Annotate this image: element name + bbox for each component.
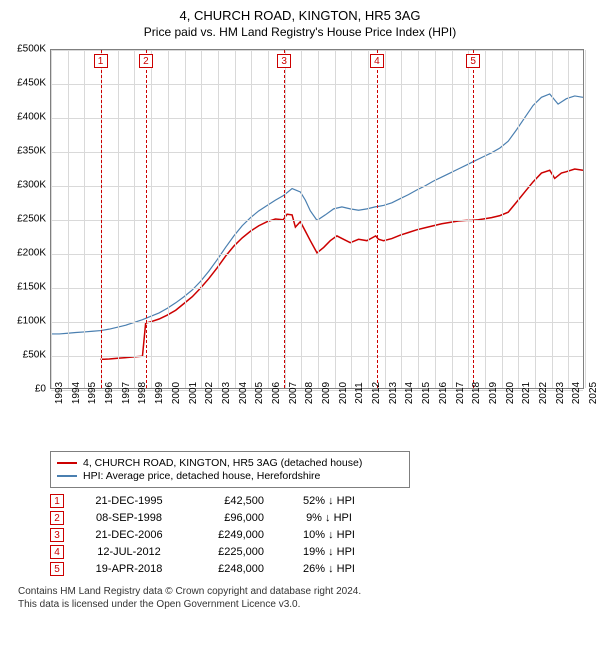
event-number: 3 (50, 528, 64, 542)
x-tick-label: 1997 (121, 382, 132, 404)
x-tick-label: 1999 (154, 382, 165, 404)
event-delta: 9% ↓ HPI (284, 512, 374, 524)
x-tick-label: 1996 (104, 382, 115, 404)
event-price: £96,000 (194, 512, 264, 524)
y-tick-label: £300K (17, 180, 46, 191)
footer-line-1: Contains HM Land Registry data © Crown c… (18, 586, 592, 599)
event-delta: 26% ↓ HPI (284, 563, 374, 575)
x-tick-label: 2024 (571, 382, 582, 404)
x-tick-label: 2018 (471, 382, 482, 404)
x-tick-label: 1993 (54, 382, 65, 404)
chart-subtitle: Price paid vs. HM Land Registry's House … (8, 25, 592, 39)
y-tick-label: £150K (17, 282, 46, 293)
x-tick-label: 2000 (171, 382, 182, 404)
legend-swatch (57, 475, 77, 477)
legend-item: 4, CHURCH ROAD, KINGTON, HR5 3AG (detach… (57, 457, 403, 469)
event-row: 3 21-DEC-2006 £249,000 10% ↓ HPI (50, 528, 592, 542)
x-tick-label: 2023 (555, 382, 566, 404)
event-date: 12-JUL-2012 (84, 546, 174, 558)
footer: Contains HM Land Registry data © Crown c… (18, 586, 592, 611)
event-marker: 3 (277, 54, 291, 68)
chart-container: 4, CHURCH ROAD, KINGTON, HR5 3AG Price p… (0, 0, 600, 615)
event-number: 1 (50, 494, 64, 508)
x-tick-label: 2022 (538, 382, 549, 404)
event-marker: 5 (466, 54, 480, 68)
chart-svg (51, 50, 583, 388)
x-tick-label: 2003 (221, 382, 232, 404)
x-tick-label: 2017 (455, 382, 466, 404)
y-tick-label: £50K (23, 350, 46, 361)
x-tick-label: 1995 (87, 382, 98, 404)
y-tick-label: £0 (35, 384, 46, 395)
event-price: £225,000 (194, 546, 264, 558)
x-tick-label: 2013 (388, 382, 399, 404)
x-tick-label: 2016 (438, 382, 449, 404)
x-tick-label: 2012 (371, 382, 382, 404)
x-tick-label: 2010 (338, 382, 349, 404)
x-tick-label: 2002 (204, 382, 215, 404)
y-tick-label: £350K (17, 146, 46, 157)
x-tick-label: 2004 (238, 382, 249, 404)
x-tick-label: 2019 (488, 382, 499, 404)
event-date: 21-DEC-2006 (84, 529, 174, 541)
y-tick-label: £100K (17, 316, 46, 327)
plot-area: 1 2 3 4 5 (50, 49, 584, 389)
event-date: 08-SEP-1998 (84, 512, 174, 524)
event-number: 5 (50, 562, 64, 576)
y-tick-label: £250K (17, 214, 46, 225)
event-date: 19-APR-2018 (84, 563, 174, 575)
legend-label: 4, CHURCH ROAD, KINGTON, HR5 3AG (detach… (83, 457, 362, 469)
x-tick-label: 2007 (288, 382, 299, 404)
y-tick-label: £450K (17, 78, 46, 89)
event-price: £248,000 (194, 563, 264, 575)
event-delta: 10% ↓ HPI (284, 529, 374, 541)
event-marker: 2 (139, 54, 153, 68)
event-number: 2 (50, 511, 64, 525)
x-tick-label: 2006 (271, 382, 282, 404)
y-tick-label: £400K (17, 112, 46, 123)
event-delta: 52% ↓ HPI (284, 495, 374, 507)
y-tick-label: £500K (17, 44, 46, 55)
chart-title: 4, CHURCH ROAD, KINGTON, HR5 3AG (8, 8, 592, 23)
x-tick-label: 2014 (404, 382, 415, 404)
event-date: 21-DEC-1995 (84, 495, 174, 507)
event-price: £42,500 (194, 495, 264, 507)
event-row: 1 21-DEC-1995 £42,500 52% ↓ HPI (50, 494, 592, 508)
chart-area: £0 £50K £100K £150K £200K £250K £300K £350K £400… (8, 45, 592, 445)
x-tick-label: 2015 (421, 382, 432, 404)
x-tick-label: 2008 (304, 382, 315, 404)
x-tick-label: 2001 (188, 382, 199, 404)
event-marker: 4 (370, 54, 384, 68)
event-price: £249,000 (194, 529, 264, 541)
legend: 4, CHURCH ROAD, KINGTON, HR5 3AG (detach… (50, 451, 410, 488)
events-table: 1 21-DEC-1995 £42,500 52% ↓ HPI 2 08-SEP-1998… (50, 494, 592, 576)
x-tick-label: 2009 (321, 382, 332, 404)
y-axis: £0£50K£100K£150K£200K£250K£300K£350K£400… (8, 49, 50, 389)
footer-line-2: This data is licensed under the Open Gov… (18, 599, 592, 612)
event-row: 4 12-JUL-2012 £225,000 19% ↓ HPI (50, 545, 592, 559)
y-tick-label: £200K (17, 248, 46, 259)
event-row: 5 19-APR-2018 £248,000 26% ↓ HPI (50, 562, 592, 576)
x-tick-label: 2005 (254, 382, 265, 404)
legend-swatch (57, 462, 77, 464)
x-axis: 1993199419951996199719981999200020012002… (50, 389, 584, 445)
x-tick-label: 2021 (521, 382, 532, 404)
legend-label: HPI: Average price, detached house, Here… (83, 470, 320, 482)
x-tick-label: 2025 (588, 382, 599, 404)
x-tick-label: 2011 (354, 382, 365, 404)
event-row: 2 08-SEP-1998 £96,000 9% ↓ HPI (50, 511, 592, 525)
legend-item: HPI: Average price, detached house, Here… (57, 470, 403, 482)
event-marker: 1 (94, 54, 108, 68)
series-price_paid (100, 169, 583, 359)
x-tick-label: 1994 (71, 382, 82, 404)
x-tick-label: 2020 (505, 382, 516, 404)
x-tick-label: 1998 (137, 382, 148, 404)
event-number: 4 (50, 545, 64, 559)
event-delta: 19% ↓ HPI (284, 546, 374, 558)
